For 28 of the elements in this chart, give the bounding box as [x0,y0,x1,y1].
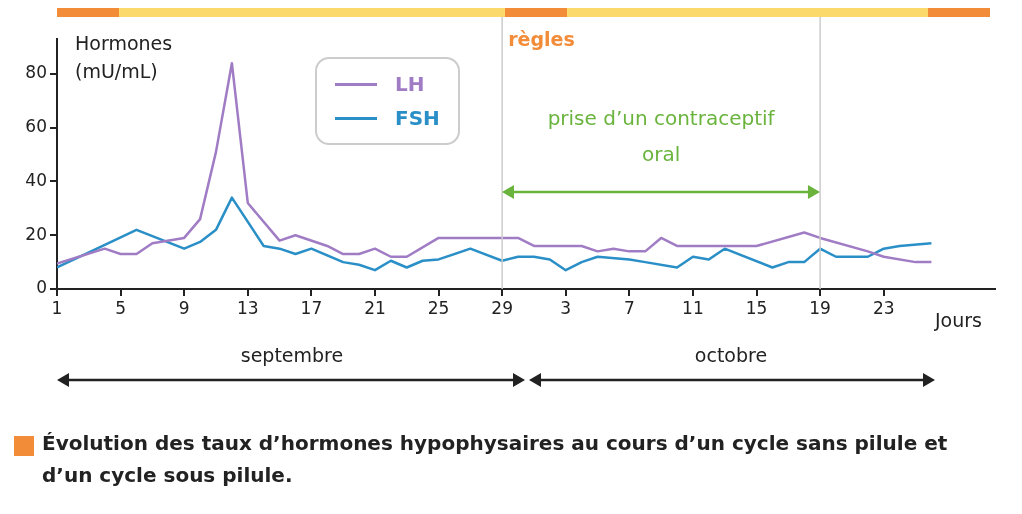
legend-label: LH [395,72,425,96]
x-tick-label: 13 [236,297,259,318]
x-axis-title: Jours [935,309,982,331]
text: octobre [693,344,769,366]
x-tick-label: 23 [872,297,895,318]
text: septembre [239,344,345,366]
x-tick-label: 19 [809,297,831,318]
y-tick-label: 80 [25,62,47,83]
y-axis-title: Hormones (mU/mL) [75,31,174,84]
x-tick-label: 17 [300,297,323,318]
y-tick-label: 0 [36,277,47,298]
x-tick-label: 9 [178,297,190,318]
x-tick-label: 15 [745,297,768,318]
text: Évolution des taux d’hormones hypophysaires au cours d’un cycle sans pilule et d’un cycle sous pilule. [42,430,949,489]
y-tick-label: 40 [25,169,47,190]
x-tick-label: 5 [115,297,127,318]
x-tick-label: 3 [560,297,572,318]
x-tick-label: 25 [427,297,450,318]
x-tick-label: 11 [682,297,704,318]
x-tick-label: 7 [623,297,635,318]
x-tick-label: 29 [491,297,513,318]
y-tick-label: 20 [25,223,47,244]
annotation: règles [508,28,575,50]
legend-label: FSH [395,106,440,130]
annotation: prise d’un contraceptif oral [546,105,776,168]
y-tick-label: 60 [25,116,47,137]
x-tick-label: 1 [51,297,63,318]
x-tick-label: 21 [364,297,386,318]
